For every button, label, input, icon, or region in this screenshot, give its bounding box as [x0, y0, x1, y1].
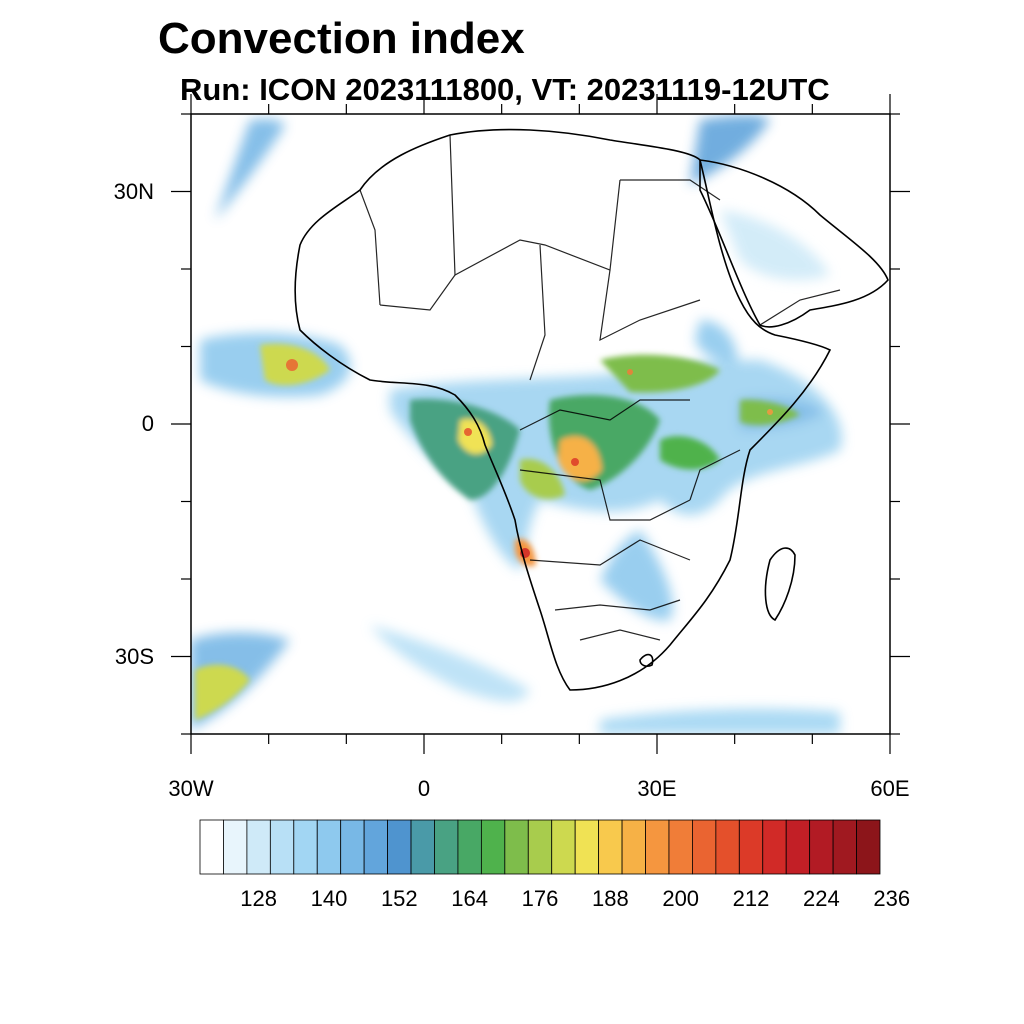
colorbar-label: 188: [591, 886, 629, 911]
colorbar-swatch: [527, 819, 553, 875]
lat-label: 0: [141, 411, 154, 436]
colorbar-swatch: [480, 819, 506, 875]
lat-label: 30S: [114, 643, 154, 669]
colorbar-swatch: [762, 819, 787, 875]
colorbar-swatch: [246, 819, 271, 875]
map-subtitle: Run: ICON 2023111800, VT: 20231119-12UTC: [180, 72, 830, 107]
colorbar-label: 236: [873, 886, 911, 911]
lon-label: 30W: [168, 776, 214, 801]
colorbar-swatch: [504, 819, 529, 875]
colorbar-swatch: [316, 819, 342, 875]
lon-label: 0: [417, 776, 431, 801]
colorbar-swatch: [738, 819, 764, 875]
colorbar-swatch: [434, 819, 459, 875]
colorbar-label: 152: [380, 886, 418, 911]
colorbar-swatch: [621, 819, 646, 875]
colorbar-label: 164: [451, 886, 488, 911]
colorbar-label: 200: [662, 886, 700, 911]
colorbar-label: 140: [310, 886, 348, 911]
colorbar-swatch: [340, 819, 365, 875]
lon-label: 30E: [637, 776, 677, 801]
lon-label: 60E: [870, 776, 910, 801]
colorbar-swatch: [598, 819, 623, 875]
colorbar-swatch: [410, 819, 435, 875]
colorbar: [199, 819, 881, 875]
colorbar-label: 128: [240, 886, 277, 911]
coastline: [294, 128, 889, 691]
colorbar-swatch: [832, 819, 857, 875]
convection-field: [191, 115, 842, 734]
colorbar-swatch: [856, 819, 881, 875]
lat-label: 30N: [113, 178, 154, 204]
colorbar-label: 212: [732, 886, 770, 911]
colorbar-swatch: [223, 819, 248, 875]
colorbar-swatch: [269, 819, 295, 875]
colorbar-swatch: [457, 819, 482, 875]
colorbar-swatch: [199, 819, 224, 875]
country-borders: [359, 134, 841, 641]
colorbar-swatch: [645, 819, 670, 875]
colorbar-swatch: [551, 819, 576, 875]
colorbar-swatch: [692, 819, 717, 875]
colorbar-swatch: [363, 819, 388, 875]
colorbar-swatch: [668, 819, 693, 875]
map-title: Convection index: [158, 14, 525, 63]
colorbar-swatch: [293, 819, 318, 875]
colorbar-label: 176: [521, 886, 559, 911]
colorbar-swatch: [574, 819, 600, 875]
colorbar-swatch: [809, 819, 834, 875]
colorbar-swatch: [715, 819, 740, 875]
colorbar-label: 224: [803, 886, 840, 911]
colorbar-swatch: [387, 819, 412, 875]
axis-ticks: [171, 94, 910, 754]
colorbar-swatch: [785, 819, 811, 875]
